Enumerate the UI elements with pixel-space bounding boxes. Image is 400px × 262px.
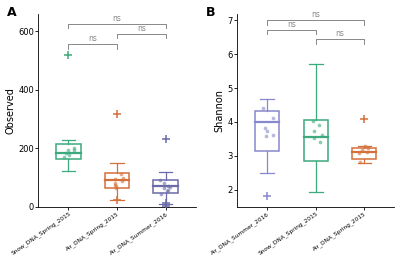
Text: ns: ns [88,34,97,43]
Point [361,212,368,216]
Bar [352,148,376,159]
Point [112,183,119,188]
Text: ns: ns [137,24,146,33]
Bar [304,120,328,161]
Text: ns: ns [311,10,320,19]
Point [160,181,167,185]
Text: ns: ns [336,29,344,38]
Point [310,136,317,140]
Point [162,204,169,208]
Point [157,178,163,182]
Point [264,129,270,134]
Point [114,112,120,116]
Point [311,129,318,134]
Y-axis label: Observed: Observed [6,87,16,134]
Point [112,177,119,181]
Point [317,139,324,144]
Text: ns: ns [287,20,296,29]
Point [364,150,370,154]
Text: A: A [7,6,16,19]
Point [165,183,172,188]
Point [355,151,362,155]
Point [120,176,126,180]
Point [264,194,270,198]
Point [365,146,372,150]
Point [61,155,67,160]
Bar [255,111,279,151]
Point [263,134,270,138]
Point [270,116,276,120]
Point [162,201,169,205]
Point [165,188,171,192]
Point [63,151,69,155]
Point [361,117,368,121]
Point [71,145,77,150]
Point [357,160,363,164]
Point [113,186,120,190]
Bar [154,180,178,193]
Point [118,179,125,184]
Point [319,133,325,137]
Point [166,185,173,189]
Point [310,119,317,123]
Point [114,198,120,202]
Point [362,144,368,149]
Point [71,148,77,152]
Point [118,172,124,176]
Point [66,153,72,157]
Point [112,183,118,187]
Point [160,185,167,190]
Bar [105,173,129,188]
Text: ns: ns [113,14,122,23]
Point [112,181,118,185]
Y-axis label: Shannon: Shannon [215,89,225,132]
Point [64,148,71,152]
Point [270,133,276,137]
Bar [56,144,81,159]
Point [65,52,72,57]
Point [262,126,268,130]
Point [163,189,170,194]
Point [316,123,323,127]
Text: B: B [206,6,215,19]
Point [359,148,366,152]
Point [162,137,169,141]
Point [260,106,266,110]
Point [158,192,164,196]
